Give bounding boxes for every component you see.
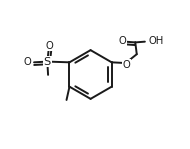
Text: S: S (44, 57, 51, 67)
Text: O: O (122, 60, 130, 70)
Text: O: O (118, 36, 126, 46)
Text: O: O (45, 41, 53, 51)
Text: O: O (23, 57, 31, 67)
Text: OH: OH (149, 36, 164, 46)
